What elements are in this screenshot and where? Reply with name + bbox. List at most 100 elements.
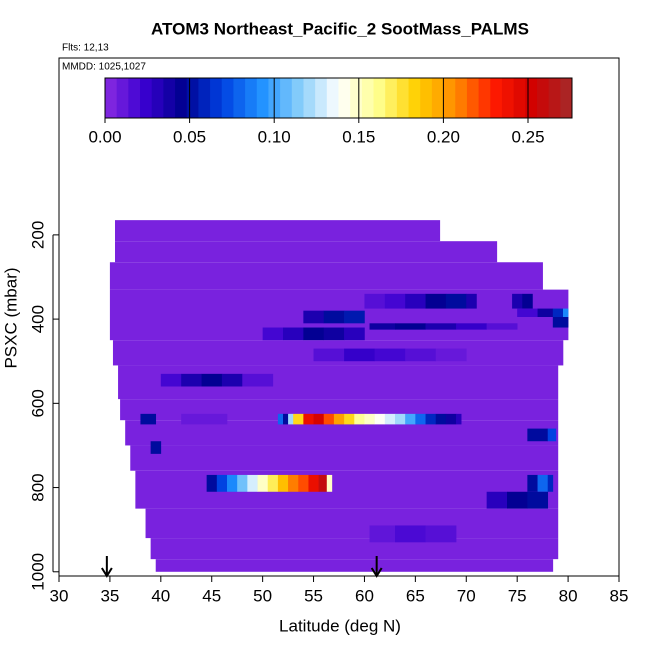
heatmap-cell [344,348,375,362]
heatmap-cell [374,348,406,362]
heatmap-cell [517,308,538,317]
colorbar-tick-label: 0.05 [173,127,206,146]
heatmap-cell [115,220,441,242]
heatmap-cell [405,348,437,362]
heatmap-cell [267,474,279,492]
colorbar-swatch [455,78,468,118]
heatmap-cell [323,413,335,425]
heatmap-cell [221,373,243,387]
colorbar-swatch [280,78,293,118]
colorbar-tick-label: 0.10 [258,127,291,146]
heatmap-cell [425,293,447,309]
heatmap-cell [181,373,202,387]
x-tick-label: 30 [50,586,69,605]
chart-title: ATOM3 Northeast_Pacific_2 SootMass_PALMS [151,19,529,38]
heatmap-cell [242,373,274,387]
heatmap-cell [425,323,457,330]
colorbar-tick-label: 0.00 [88,127,121,146]
heatmap-cell [563,308,569,317]
x-tick-label: 80 [559,586,578,605]
heatmap-cell [415,413,426,425]
heatmap-cell [181,413,228,425]
colorbar-swatch [315,78,328,118]
colorbar-swatch [350,78,363,118]
heatmap-cell [288,474,299,492]
x-tick-label: 40 [151,586,170,605]
colorbar-tick-label: 0.20 [427,127,460,146]
x-tick-label: 45 [202,586,221,605]
heatmap-cell [537,474,549,492]
heatmap-cell [160,373,182,387]
colorbar-swatch [233,78,246,118]
colorbar-swatch [361,78,375,118]
heatmap-cell [344,413,355,425]
heatmap-cell [395,413,406,425]
colorbar-swatch [256,78,269,118]
colorbar-swatch [408,78,421,118]
colorbar-swatch [175,78,188,118]
heatmap-cell [288,413,294,425]
heatmap-cell [283,327,304,341]
x-tick-label: 55 [304,586,323,605]
heatmap-cell [364,413,375,425]
y-tick-label: 200 [28,221,47,249]
heatmap-cell [486,491,508,509]
heatmap-cell [323,327,345,341]
heatmap-cell [318,474,328,492]
colorbar-swatch [373,78,386,118]
heatmap-cell [384,293,406,309]
heatmap-cell [277,474,289,492]
heatmap [109,220,569,572]
plot-frame [58,57,620,577]
heatmap-cell [150,441,162,454]
x-tick-label: 65 [406,586,425,605]
colorbar-swatch [163,78,176,118]
colorbar-swatch [338,78,351,118]
heatmap-cell [486,323,518,330]
heatmap-cell [303,327,325,341]
colorbar-swatch [221,78,234,118]
x-tick-label: 35 [100,586,119,605]
heatmap-cell [384,413,396,425]
heatmap-cell [277,413,284,425]
heatmap-cell [405,413,416,425]
colorbar-swatch [105,78,118,118]
heatmap-cell [333,413,345,425]
colorbar-swatch [116,78,129,118]
heatmap-cell [115,241,498,263]
x-axis-label: Latitude (deg N) [279,616,401,635]
heatmap-cell [552,308,564,317]
colorbar-swatch [420,78,433,118]
colorbar-swatch [501,78,515,118]
heatmap-cell [435,348,467,362]
x-tick-label: 70 [457,586,476,605]
heatmap-cell [354,413,365,425]
colorbar-swatch [303,78,316,118]
heatmap-cell [155,559,554,572]
heatmap-cell [303,413,314,425]
heatmap-cell [547,474,554,492]
y-tick-label: 1000 [28,553,47,591]
heatmap-cell [308,474,319,492]
heatmap-cell [303,310,325,324]
heatmap-cell [445,293,467,309]
heatmap-cell [512,293,523,309]
x-tick-label: 50 [253,586,272,605]
heatmap-cell [298,474,309,492]
y-tick-label: 800 [28,473,47,501]
colorbar-swatch [478,78,491,118]
colorbar-tick-label: 0.25 [511,127,544,146]
colorbar-swatch [525,78,538,118]
heatmap-cell [237,474,248,492]
heatmap-cell [405,293,426,309]
colorbar-swatch [128,78,141,118]
heatmap-cell [201,373,223,387]
y-axis-label: PSXC (mbar) [1,267,20,368]
heatmap-cell [395,525,426,543]
y-tick-label: 600 [28,389,47,417]
colorbar-swatch [385,78,398,118]
heatmap-cell [206,474,218,492]
colorbar-tick-label: 0.15 [342,127,375,146]
heatmap-cell [227,474,238,492]
x-tick-label: 60 [355,586,374,605]
